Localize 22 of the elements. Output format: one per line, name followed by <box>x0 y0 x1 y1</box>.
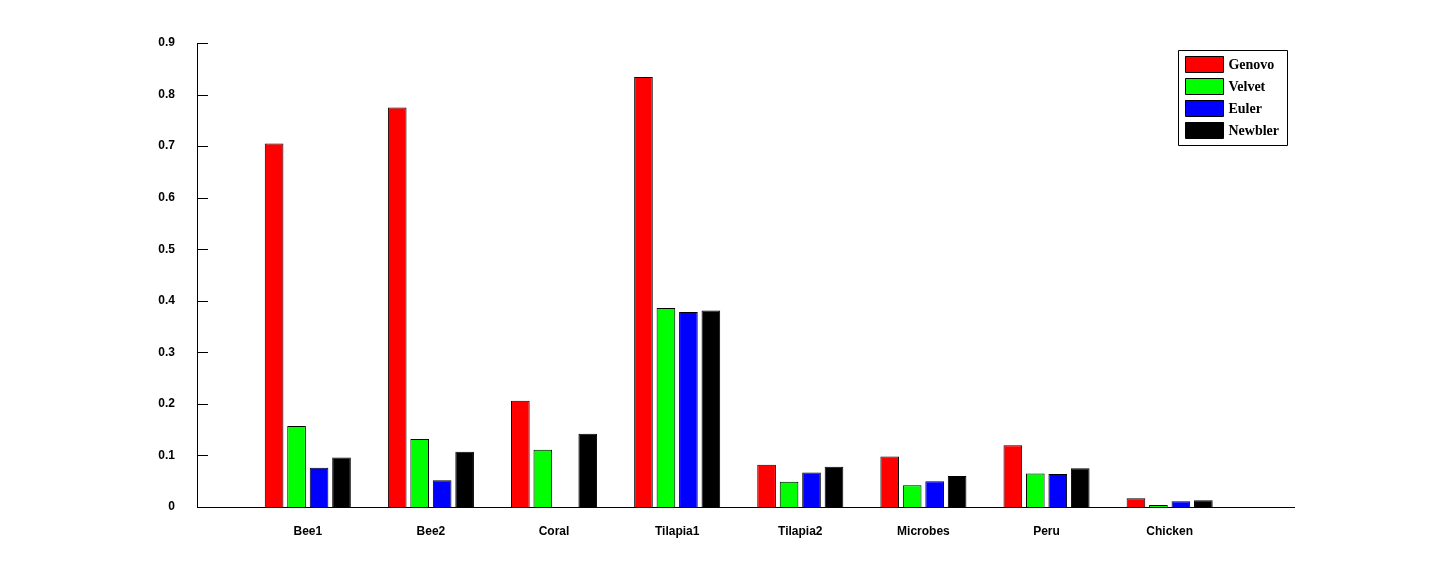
y-tick-label: 0.7 <box>158 138 176 153</box>
x-tick-label: Chicken <box>1146 523 1193 538</box>
y-tick-label: 0.4 <box>158 293 176 308</box>
x-tick-label: Coral <box>538 523 570 538</box>
y-tick-label: 0.3 <box>158 344 176 359</box>
legend-label: Velvet <box>1228 78 1266 94</box>
x-tick-label: Peru <box>1033 523 1060 538</box>
y-tick-label: 0.2 <box>158 396 176 411</box>
legend-label: Genovo <box>1228 56 1275 72</box>
y-tick-label: 0.6 <box>158 189 176 204</box>
legend-label: Euler <box>1228 100 1262 116</box>
y-tick-label: 0.1 <box>158 447 176 462</box>
y-tick-label: 0.9 <box>158 35 176 50</box>
x-tick-label: Bee2 <box>416 523 446 538</box>
y-tick-label: 0.8 <box>158 86 176 101</box>
x-tick-label: Tilapia1 <box>654 523 700 538</box>
y-tick-label: 0 <box>168 499 176 514</box>
x-tick-label: Tilapia2 <box>778 523 823 538</box>
x-tick-label: Bee1 <box>293 523 323 538</box>
legend-label: Newbler <box>1228 122 1280 138</box>
y-tick-label: 0.5 <box>158 241 176 256</box>
x-tick-label: Microbes <box>897 523 951 538</box>
